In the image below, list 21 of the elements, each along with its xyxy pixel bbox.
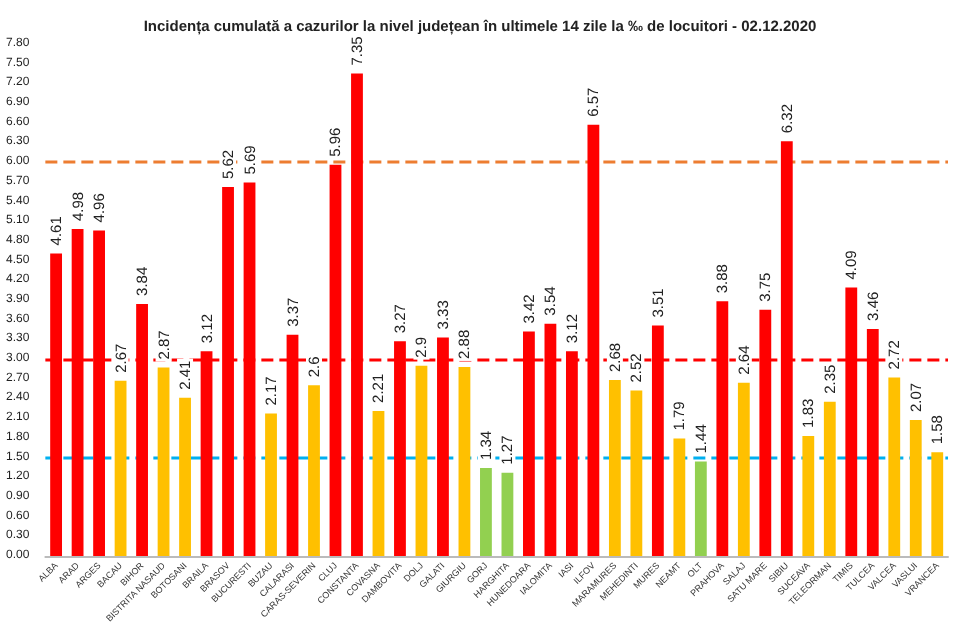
bar xyxy=(737,382,750,556)
bar xyxy=(458,366,471,556)
bar xyxy=(888,377,901,556)
bar xyxy=(157,367,170,556)
bar xyxy=(265,413,277,556)
bar xyxy=(694,461,707,556)
bar xyxy=(415,365,428,556)
bar xyxy=(931,452,944,556)
bar xyxy=(630,390,643,556)
bar xyxy=(823,401,836,556)
bar xyxy=(308,385,320,556)
bar xyxy=(179,397,191,556)
bar xyxy=(114,380,127,556)
bar xyxy=(480,468,492,556)
bar xyxy=(802,435,815,556)
bar xyxy=(351,73,363,556)
bar xyxy=(501,472,514,556)
bar xyxy=(372,410,385,556)
bar xyxy=(673,438,686,556)
bar xyxy=(909,420,922,556)
bar xyxy=(608,380,621,556)
